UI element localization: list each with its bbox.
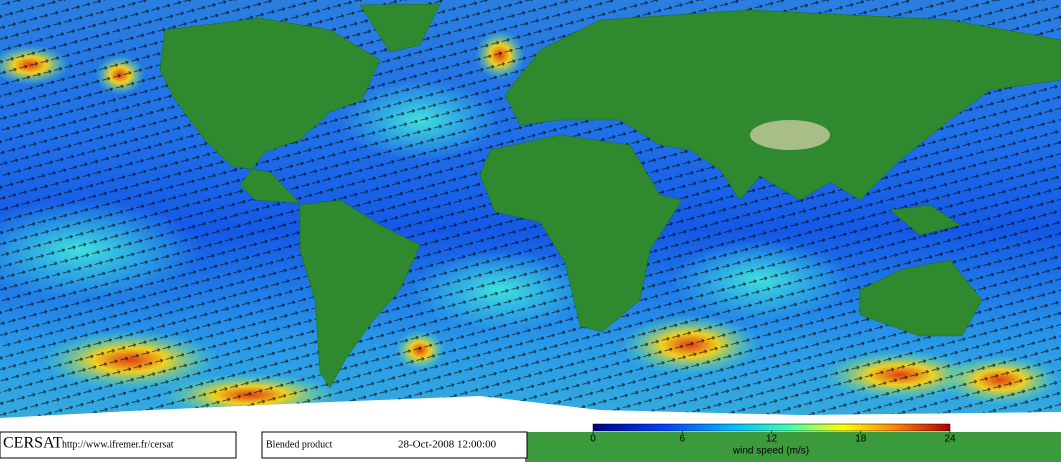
colorbar-label: wind speed (m/s) bbox=[732, 446, 809, 457]
info-box bbox=[261, 431, 528, 459]
logo: CERSAT bbox=[3, 435, 63, 452]
product: Blended product bbox=[266, 439, 333, 450]
date: 28-Oct-2008 12:00:00 bbox=[398, 439, 497, 451]
plateau bbox=[750, 120, 830, 150]
colorbar-tick-label: 6 bbox=[679, 434, 685, 445]
colorbar-tick-label: 24 bbox=[944, 434, 956, 445]
colorbar-tick-label: 12 bbox=[766, 434, 778, 445]
land-bottom bbox=[525, 432, 1061, 462]
land bbox=[159, 3, 1061, 389]
info-box bbox=[0, 431, 237, 459]
colorbar-tick-label: 18 bbox=[855, 434, 867, 445]
colorbar bbox=[592, 423, 951, 432]
url: http://www.ifremer.fr/cersat bbox=[62, 439, 174, 450]
colorbar-tick-label: 0 bbox=[590, 434, 596, 445]
